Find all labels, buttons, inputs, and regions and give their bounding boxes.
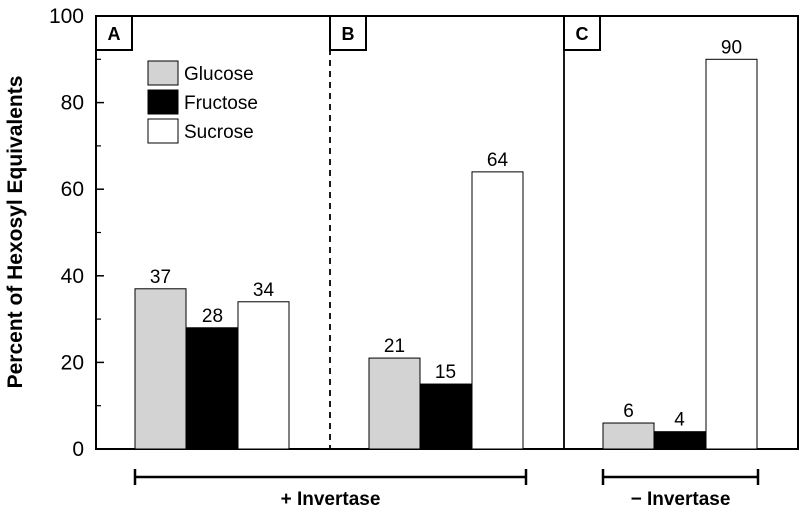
panel-dividers — [329, 16, 565, 449]
legend-swatch-glucose — [147, 60, 179, 86]
legend: Glucose Fructose Sucrose — [147, 60, 258, 144]
y-tick-label: 80 — [61, 92, 84, 115]
y-tick-label: 60 — [61, 178, 84, 201]
y-tick-label: 0 — [72, 438, 84, 461]
bar-sucrose — [471, 171, 524, 450]
panel-label: B — [342, 24, 355, 44]
y-tick-label: 40 — [61, 265, 84, 288]
panel-label-box — [563, 15, 601, 51]
bar-fructose — [186, 327, 239, 450]
bar-value-label: 90 — [721, 37, 742, 58]
legend-swatch-fructose — [147, 89, 179, 115]
group-label: + Invertase — [281, 489, 381, 510]
bar-value-label: 28 — [202, 306, 223, 327]
bar-fructose — [419, 383, 472, 450]
bar-value-label: 34 — [253, 280, 275, 301]
bar-value-label: 64 — [487, 150, 509, 171]
panel-a: A 37 28 34 — [95, 15, 290, 450]
bar-fructose — [653, 431, 706, 450]
panel-label-box — [95, 15, 133, 51]
legend-label-glucose: Glucose — [184, 64, 254, 85]
bar-value-label: 37 — [150, 267, 171, 288]
group-bracket: + Invertase — [133, 469, 528, 510]
bar-sucrose — [237, 301, 290, 450]
legend-swatch-sucrose — [147, 118, 179, 144]
bar-value-label: 21 — [384, 336, 405, 357]
panel-c: C 6 4 90 — [563, 15, 758, 450]
panel-b: B 21 15 64 — [329, 15, 524, 450]
bar-glucose — [368, 357, 421, 450]
y-axis-label: Percent of Hexosyl Equivalents — [4, 76, 27, 389]
panel-label: C — [576, 24, 589, 44]
y-tick-label: 100 — [49, 5, 84, 28]
bar-sucrose — [705, 58, 758, 450]
legend-label-sucrose: Sucrose — [184, 122, 254, 143]
group-brackets: + Invertase − Invertase — [133, 469, 760, 510]
bar-value-label: 6 — [623, 401, 634, 422]
legend-label-fructose: Fructose — [184, 93, 258, 114]
bar-value-label: 4 — [674, 410, 685, 431]
panel-label: A — [108, 24, 121, 44]
bar-glucose — [134, 288, 187, 450]
group-label: − Invertase — [631, 489, 731, 510]
group-bracket: − Invertase — [601, 469, 760, 510]
bar-glucose — [602, 422, 655, 450]
bar-value-label: 15 — [435, 362, 456, 383]
y-tick-label: 20 — [61, 351, 84, 374]
y-axis: 0 20 40 60 80 100 — [49, 5, 104, 461]
panel-label-box — [329, 15, 367, 51]
